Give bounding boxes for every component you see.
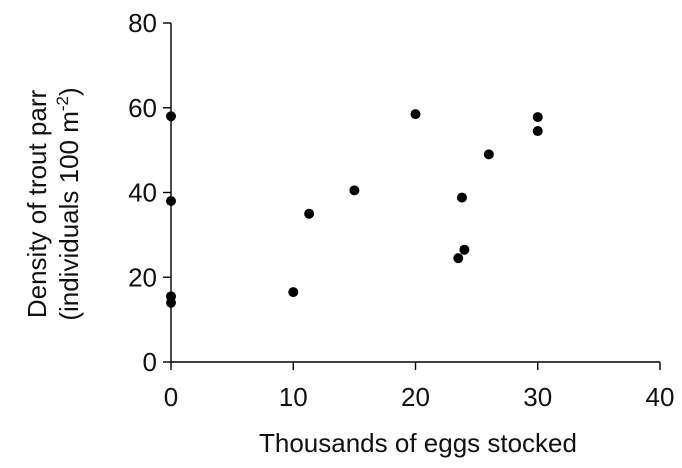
data-points: [166, 109, 543, 308]
y-tick-label: 40: [128, 178, 157, 208]
data-point: [349, 185, 360, 196]
data-point: [304, 208, 315, 219]
x-tick-label: 40: [646, 382, 675, 412]
y-axis-title-line2: (individuals 100 m-2): [53, 87, 84, 320]
x-tick-label: 0: [164, 382, 178, 412]
x-axis-title: Thousands of eggs stocked: [259, 428, 577, 458]
data-point: [410, 109, 421, 120]
y-ticks: 0 20 40 60 80: [128, 8, 171, 377]
y-tick-label: 20: [128, 262, 157, 292]
data-point: [453, 253, 464, 264]
y-axis-title-close: ): [54, 87, 84, 96]
x-tick-label: 30: [523, 382, 552, 412]
y-tick-label: 80: [128, 8, 157, 38]
data-point: [459, 244, 470, 255]
y-tick-label: 0: [143, 347, 157, 377]
data-point: [483, 149, 494, 160]
plot-area: 0 20 40 60 80 0 10 20 30 40: [128, 8, 674, 412]
data-point: [456, 192, 467, 203]
y-axis-title: Density of trout parr (individuals 100 m…: [22, 87, 84, 320]
y-axis-title-line1: Density of trout parr: [22, 90, 52, 319]
data-point: [166, 297, 176, 308]
data-point: [166, 195, 176, 206]
x-tick-label: 10: [279, 382, 308, 412]
x-ticks: 0 10 20 30 40: [164, 362, 675, 412]
data-point: [288, 287, 299, 298]
y-axis-title-superscript: -2: [53, 96, 72, 111]
y-tick-label: 60: [128, 93, 157, 123]
data-point: [532, 126, 543, 137]
data-point: [532, 112, 543, 123]
x-tick-label: 20: [401, 382, 430, 412]
y-axis-title-units: (individuals 100 m: [54, 111, 84, 321]
data-point: [166, 111, 176, 122]
